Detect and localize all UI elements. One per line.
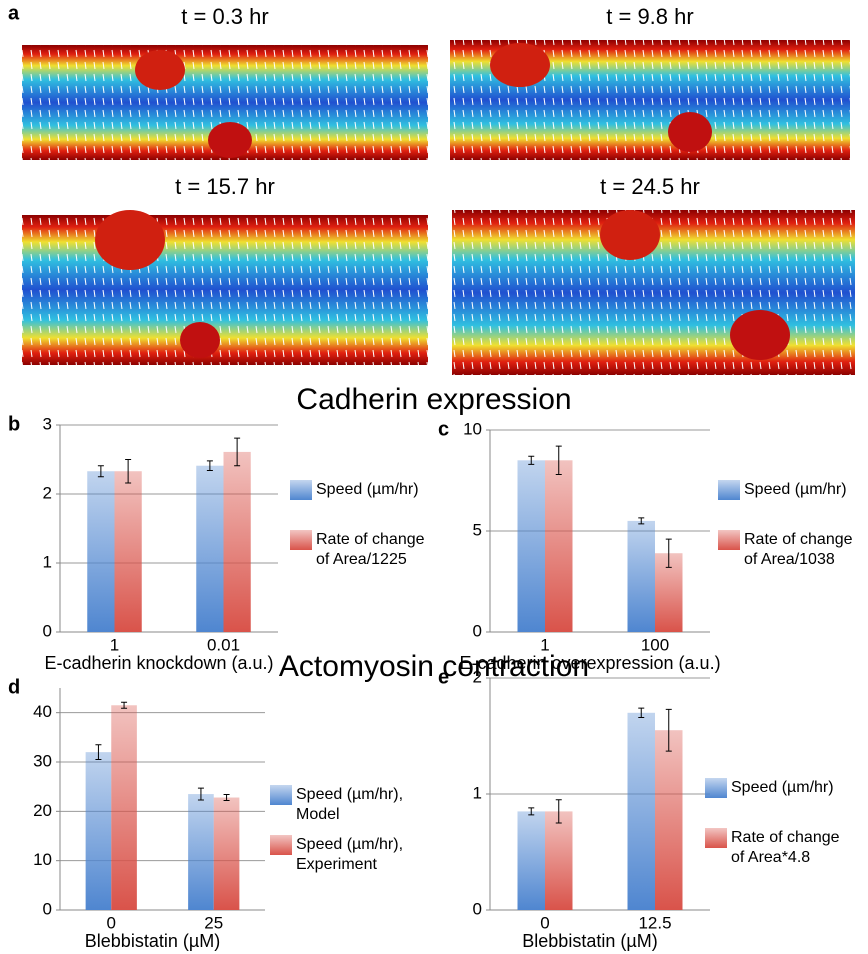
bar <box>87 471 115 632</box>
legend-label: Rate of change of Area/1038 <box>744 531 853 568</box>
error-bar <box>125 459 132 484</box>
y-tick-label: 1 <box>473 783 482 802</box>
y-tick-label: 30 <box>33 751 52 770</box>
error-bar <box>555 445 562 475</box>
error-bar <box>528 807 535 816</box>
error-bar <box>234 437 241 467</box>
panel-label: a <box>8 2 20 24</box>
bar <box>517 460 545 632</box>
x-tick-label: 0.01 <box>207 635 240 654</box>
error-bar <box>638 517 645 525</box>
bar <box>111 705 137 910</box>
bar <box>213 797 240 910</box>
legend-label: Speed (µm/hr) <box>316 481 419 498</box>
x-tick-label: 100 <box>641 635 669 654</box>
panel-label: e <box>438 666 449 688</box>
legend-item: Rate of change of Area/1038 <box>718 530 868 570</box>
error-bar <box>638 707 645 718</box>
error-bar <box>197 787 204 801</box>
y-tick-label: 10 <box>463 419 482 438</box>
panel-label: b <box>8 413 20 435</box>
y-tick-label: 0 <box>473 621 482 640</box>
x-tick-label: 0 <box>107 913 116 932</box>
y-tick-label: 10 <box>33 850 52 869</box>
x-tick-label: 12.5 <box>638 913 671 932</box>
heatmaps <box>22 40 855 375</box>
bar <box>545 811 573 910</box>
y-tick-label: 2 <box>473 667 482 686</box>
legend-item: Speed (µm/hr) <box>718 480 868 500</box>
bar <box>627 712 655 910</box>
legend-item: Rate of change of Area/1225 <box>290 530 441 570</box>
x-axis-label: Blebbistatin (µM) <box>522 931 657 951</box>
bar <box>85 752 112 910</box>
bar <box>223 451 251 632</box>
y-tick-label: 2 <box>43 483 52 502</box>
x-axis-label: E-cadherin knockdown (a.u.) <box>44 653 273 673</box>
bar <box>114 471 142 632</box>
legend-item: Speed (µm/hr) <box>290 480 441 500</box>
heatmap-title: t = 9.8 hr <box>606 4 693 29</box>
bar <box>627 520 655 632</box>
y-tick-label: 5 <box>473 520 482 539</box>
bar <box>545 460 573 632</box>
error-bar <box>121 701 128 709</box>
legend-label: Speed (µm/hr) <box>744 481 847 498</box>
x-tick-label: 0 <box>540 913 549 932</box>
legend-swatch <box>270 835 292 855</box>
error-bar <box>555 799 562 824</box>
x-axis-label: Blebbistatin (µM) <box>85 931 220 951</box>
error-bar <box>97 465 104 478</box>
y-tick-label: 3 <box>43 414 52 433</box>
legend-item: Speed (µm/hr), Model <box>270 785 421 825</box>
section-heading: Actomyosin contraction <box>279 650 589 683</box>
y-tick-label: 20 <box>33 801 52 820</box>
x-tick-label: 25 <box>204 913 223 932</box>
legend-swatch <box>718 480 740 500</box>
legend-item: Speed (µm/hr) <box>705 778 856 798</box>
y-tick-label: 0 <box>473 899 482 918</box>
legend-swatch <box>290 530 312 550</box>
bar <box>196 465 224 632</box>
y-tick-label: 1 <box>43 552 52 571</box>
heatmap-title: t = 15.7 hr <box>175 174 275 199</box>
error-bar <box>206 460 213 472</box>
bar <box>655 730 683 910</box>
error-bar <box>665 538 672 568</box>
error-bar <box>528 455 535 465</box>
error-bar <box>223 794 230 801</box>
legend-label: Rate of change of Area/1225 <box>316 531 425 568</box>
x-axis-label: E-cadherin overexpression (a.u.) <box>459 653 720 673</box>
y-tick-label: 0 <box>43 621 52 640</box>
error-bar <box>95 744 102 761</box>
x-tick-label: 1 <box>110 635 119 654</box>
legend-swatch <box>290 480 312 500</box>
legend-label: Speed (µm/hr) <box>731 779 834 796</box>
bar <box>517 811 545 910</box>
legend-swatch <box>705 828 727 848</box>
x-tick-label: 1 <box>540 635 549 654</box>
bar <box>188 794 214 910</box>
legend-label: Speed (µm/hr), Model <box>296 786 404 823</box>
panel-label: d <box>8 676 20 698</box>
legend-label: Speed (µm/hr), Experiment <box>296 836 404 873</box>
legend-item: Speed (µm/hr), Experiment <box>270 835 421 875</box>
section-heading: Cadherin expression <box>296 383 571 416</box>
legend-swatch <box>718 530 740 550</box>
error-bar <box>665 708 672 752</box>
y-tick-label: 0 <box>43 899 52 918</box>
heatmap-title: t = 24.5 hr <box>600 174 700 199</box>
heatmap-title: t = 0.3 hr <box>181 4 268 29</box>
legend-item: Rate of change of Area*4.8 <box>705 828 856 868</box>
legend-swatch <box>270 785 292 805</box>
legend-label: Rate of change of Area*4.8 <box>731 829 840 866</box>
legend-swatch <box>705 778 727 798</box>
y-tick-label: 40 <box>33 702 52 721</box>
panel-label: c <box>438 418 449 440</box>
